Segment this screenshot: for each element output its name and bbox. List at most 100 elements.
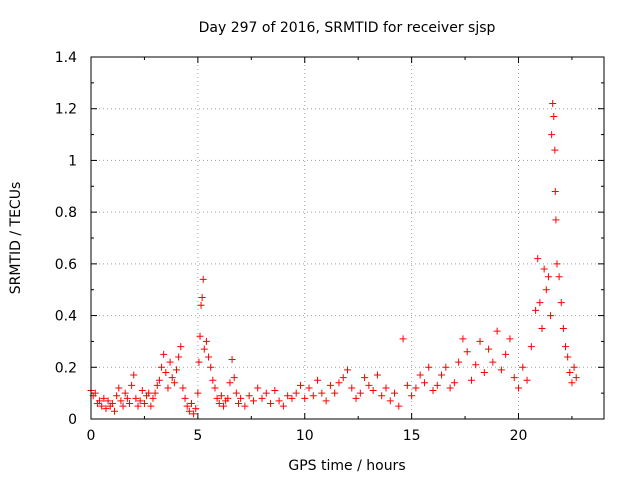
data-point [192, 405, 200, 413]
data-point [510, 374, 518, 382]
y-tick-label: 0 [68, 412, 77, 428]
chart-title: Day 297 of 2016, SRMTID for receiver sjs… [199, 20, 496, 36]
data-point [153, 381, 161, 389]
plot-frame [90, 56, 605, 420]
data-point [446, 384, 454, 392]
data-point [183, 402, 191, 410]
data-point [497, 366, 505, 374]
data-point [228, 356, 236, 364]
x-tick-label: 10 [296, 428, 314, 444]
x-tick-label: 15 [403, 428, 421, 444]
data-point [234, 399, 242, 407]
data-point [205, 353, 213, 361]
data-point [425, 363, 433, 371]
data-point [572, 374, 580, 382]
data-point [493, 327, 501, 335]
data-point [123, 394, 131, 402]
data-point [369, 387, 377, 395]
data-point [553, 260, 561, 268]
data-point [245, 392, 253, 400]
data-point [202, 337, 210, 345]
data-point [196, 332, 204, 340]
data-point [551, 187, 559, 195]
data-point [442, 363, 450, 371]
data-point [527, 343, 535, 351]
y-tick-label: 0.4 [55, 309, 77, 325]
y-tick-label: 0.2 [55, 360, 77, 376]
data-point [292, 389, 300, 397]
data-point [506, 335, 514, 343]
data-point [326, 381, 334, 389]
data-point [194, 389, 202, 397]
grid-lines [91, 57, 604, 419]
data-point [168, 374, 176, 382]
data-point [450, 379, 458, 387]
data-points [87, 100, 580, 418]
data-point [301, 394, 309, 402]
data-point [213, 394, 221, 402]
data-point [104, 397, 112, 405]
data-point [296, 381, 304, 389]
data-point [386, 397, 394, 405]
data-point [130, 371, 138, 379]
data-point [429, 387, 437, 395]
data-point [155, 376, 163, 384]
data-point [147, 402, 155, 410]
y-axis-label: SRMTID / TECUs [8, 182, 24, 295]
tick-labels: 0 5 10 15 20 0 0.2 0.4 0.6 0.8 1 1.2 1.4 [55, 50, 528, 444]
data-point [459, 335, 467, 343]
data-point [309, 392, 317, 400]
data-point [128, 381, 136, 389]
data-point [562, 343, 570, 351]
data-point [314, 376, 322, 384]
data-point [224, 394, 232, 402]
data-point [412, 384, 420, 392]
data-point [187, 399, 195, 407]
data-point [549, 100, 557, 108]
data-point [542, 286, 550, 294]
data-point [185, 407, 193, 415]
data-point [267, 399, 275, 407]
data-point [151, 389, 159, 397]
data-point [207, 363, 215, 371]
data-point [179, 384, 187, 392]
data-point [544, 273, 552, 281]
data-point [502, 350, 510, 358]
data-point [262, 389, 270, 397]
data-point [395, 402, 403, 410]
data-point [220, 402, 228, 410]
data-point [356, 389, 364, 397]
data-point [215, 399, 223, 407]
data-point [523, 376, 531, 384]
x-tick-label: 20 [510, 428, 528, 444]
data-point [140, 399, 148, 407]
x-tick-label: 5 [193, 428, 202, 444]
data-point [115, 384, 123, 392]
data-point [568, 379, 576, 387]
data-point [288, 394, 296, 402]
data-point [515, 384, 522, 392]
data-point [550, 112, 558, 120]
data-point [117, 397, 125, 405]
data-point [532, 306, 540, 314]
data-point [352, 394, 360, 402]
data-point [339, 374, 347, 382]
data-point [136, 397, 144, 405]
data-point [467, 376, 475, 384]
data-point [119, 402, 127, 410]
data-point [335, 379, 343, 387]
data-point [134, 402, 142, 410]
data-point [344, 366, 351, 374]
x-axis-label: GPS time / hours [288, 458, 405, 474]
data-point [145, 389, 153, 397]
data-point [534, 255, 542, 263]
data-point [217, 392, 225, 400]
data-point [166, 358, 174, 366]
data-point [463, 348, 471, 356]
data-point [211, 384, 219, 392]
data-point [547, 312, 555, 320]
data-point [455, 358, 463, 366]
data-point [162, 368, 170, 376]
data-point [485, 345, 493, 353]
